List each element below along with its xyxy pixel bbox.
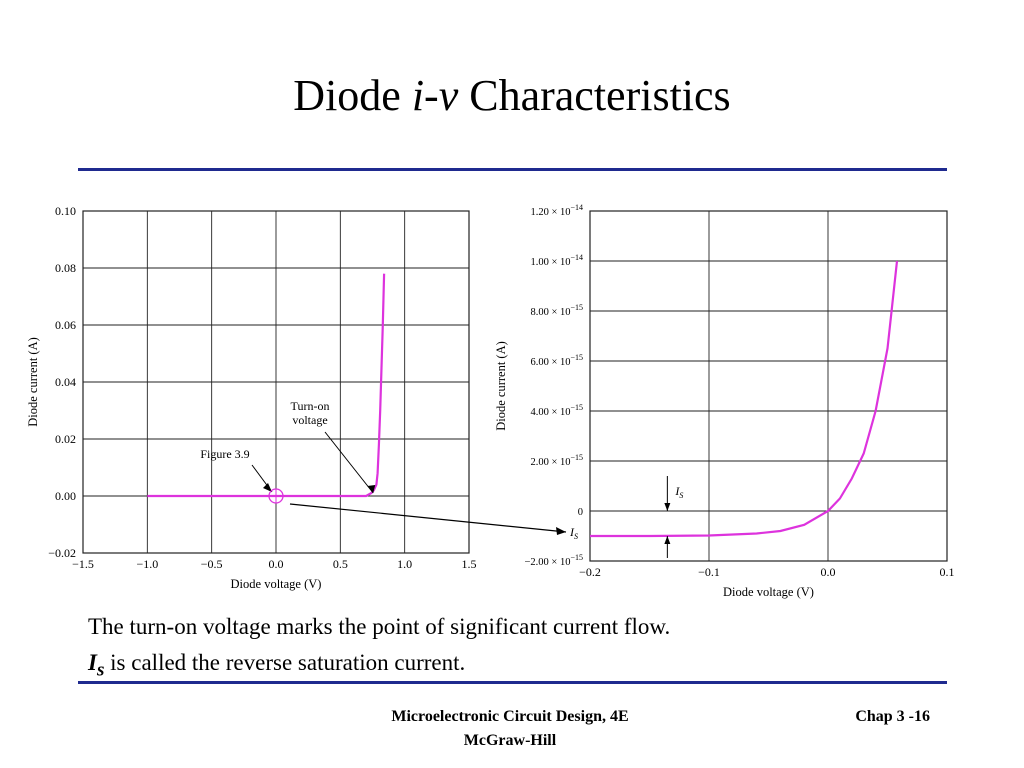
- slide-title: Diode i-v Characteristics: [0, 70, 1024, 121]
- iv-curve: [147, 273, 386, 498]
- y-tick-label: 0.06: [55, 318, 76, 332]
- is-bracket-label: IS: [674, 484, 683, 500]
- footer-chapter: Chap 3 -16: [855, 708, 930, 725]
- is-bracket-top-head: [664, 503, 671, 511]
- body-line-1: The turn-on voltage marks the point of s…: [88, 614, 671, 639]
- is-bracket-bottom-head: [664, 536, 671, 544]
- connector-line: [289, 503, 567, 533]
- y-tick-label: 0.00: [55, 489, 76, 503]
- x-tick-label: 1.0: [397, 557, 412, 571]
- connector-arrowhead: [556, 527, 566, 535]
- x-axis-label: Diode voltage (V): [723, 585, 814, 599]
- y-tick-label: 1.20 × 10−14: [530, 203, 583, 218]
- turn-on-arrowhead: [367, 485, 376, 493]
- y-axis-label: Diode current (A): [26, 337, 40, 427]
- x-axis-label: Diode voltage (V): [231, 577, 322, 591]
- y-tick-label: −2.00 × 10−15: [525, 553, 583, 568]
- y-tick-label: −0.02: [48, 546, 76, 560]
- x-tick-label: 0.0: [269, 557, 284, 571]
- y-tick-label: 4.00 × 10−15: [530, 403, 583, 418]
- footer-book: Microelectronic Circuit Design, 4E: [391, 708, 629, 725]
- body-line-2: Is is called the reverse saturation curr…: [88, 650, 465, 682]
- turn-on-label: Turn-on voltage: [291, 399, 330, 427]
- x-tick-label: −1.0: [136, 557, 158, 571]
- body-line-2-text: is called the reverse saturation current…: [104, 650, 466, 675]
- x-tick-label: −0.5: [201, 557, 223, 571]
- y-tick-label: 6.00 × 10−15: [530, 353, 583, 368]
- y-tick-label: 0.04: [55, 375, 76, 389]
- y-tick-label: 0.02: [55, 432, 76, 446]
- y-tick-label: 2.00 × 10−15: [530, 453, 583, 468]
- x-tick-label: 0.0: [821, 565, 836, 579]
- plot-frame: [589, 210, 948, 562]
- figure-ref-arrowhead: [263, 483, 272, 492]
- iv-figure: −1.5 −1.0 −0.5 0.0 0.5 1.0 1.5−0.020.000.020.0…: [26, 203, 955, 599]
- turn-on-arrow: [324, 431, 374, 494]
- x-tick-label: 1.5: [462, 557, 477, 571]
- y-tick-label: 1.00 × 10−14: [530, 253, 583, 268]
- title-italic: i-v: [411, 71, 459, 120]
- x-tick-label: −1.5: [72, 557, 94, 571]
- chart-full-iv: −1.5 −1.0 −0.5 0.0 0.5 1.0 1.5 −0.02 0.00 0.02 0.0…: [26, 204, 477, 591]
- is-subscript: s: [96, 659, 105, 681]
- title-suffix: Characteristics: [458, 71, 731, 120]
- x-tick-label: 0.1: [940, 565, 955, 579]
- is-symbol: I: [88, 650, 97, 675]
- y-tick-label: 0.08: [55, 261, 76, 275]
- top-divider: [78, 168, 947, 171]
- y-tick-label: 0: [578, 507, 583, 518]
- bottom-divider: [78, 681, 947, 684]
- x-tick-label: 0.5: [333, 557, 348, 571]
- y-axis-label: Diode current (A): [494, 341, 508, 431]
- y-tick-label: 8.00 × 10−15: [530, 303, 583, 318]
- footer-publisher: McGraw-Hill: [463, 732, 557, 749]
- is-axis-label: IS: [569, 525, 578, 541]
- zoom-connector: [289, 503, 567, 535]
- chart-zoomed-iv: −0.2 −0.1 0.0 0.1 −2.00 × 10−15 0 2.00 × 10−15…: [494, 203, 955, 599]
- y-tick-label: 0.10: [55, 204, 76, 218]
- title-prefix: Diode: [293, 71, 412, 120]
- figure-ref-label: Figure 3.9: [200, 447, 249, 461]
- x-tick-label: −0.2: [579, 565, 601, 579]
- x-tick-label: −0.1: [698, 565, 720, 579]
